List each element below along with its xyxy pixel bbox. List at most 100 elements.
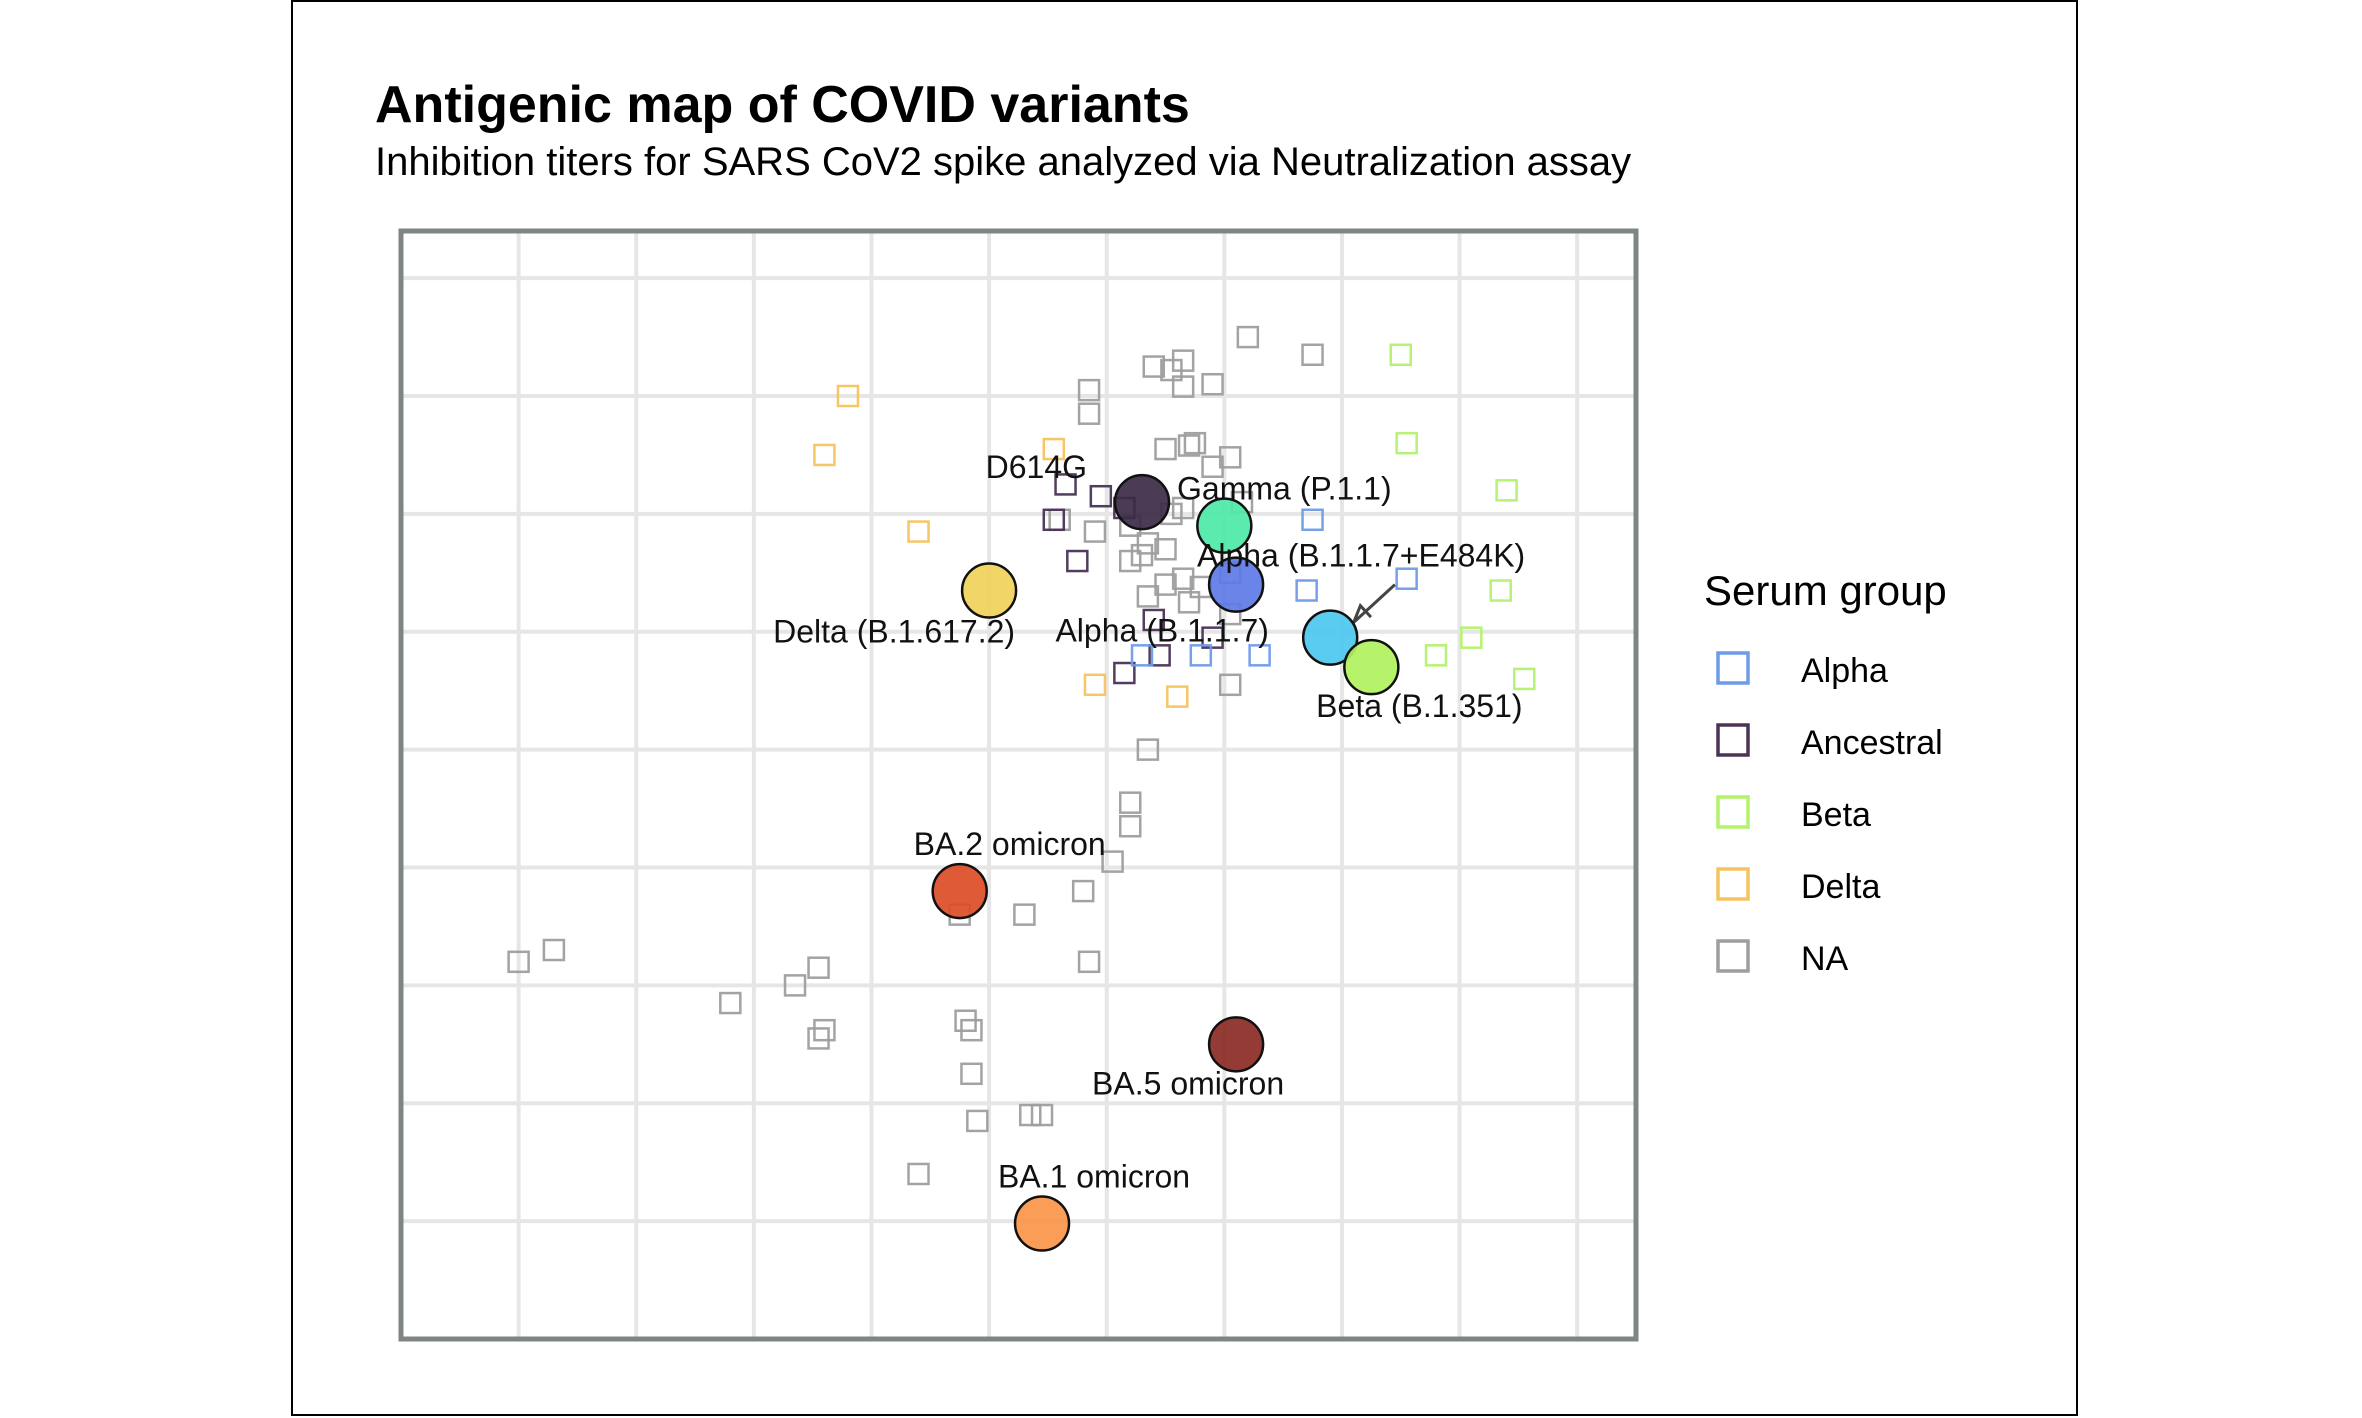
- antigen-point: [931, 862, 988, 920]
- antigen-point: [1207, 1016, 1265, 1073]
- serum-point-ancestral: [1201, 626, 1224, 649]
- serum-point-na: [1118, 791, 1142, 814]
- serum-point-na: [1201, 455, 1224, 478]
- serum-point-beta: [1495, 479, 1518, 502]
- chart-title: Antigenic map of COVID variants: [375, 76, 1190, 134]
- serum-point-alpha: [1248, 644, 1271, 667]
- serum-point-na: [1171, 496, 1195, 520]
- serum-point-alpha: [1130, 644, 1154, 667]
- serum-point-delta: [813, 443, 836, 467]
- serum-point-na: [1218, 673, 1242, 697]
- serum-point-na: [1177, 591, 1201, 614]
- serum-point-alpha: [1395, 567, 1418, 590]
- serum-point-na: [1154, 437, 1177, 461]
- legend-label: Delta: [1801, 868, 1880, 906]
- serum-point-beta: [1460, 626, 1483, 649]
- legend-key-beta: [1716, 795, 1750, 829]
- serum-point-beta: [1395, 431, 1418, 455]
- serum-point-na: [1130, 543, 1154, 567]
- serum-point-na: [1013, 903, 1036, 926]
- serum-point-delta: [1083, 673, 1107, 697]
- serum-point-na: [542, 938, 566, 962]
- serum-point-na: [1171, 567, 1195, 590]
- antigen-point: [1013, 1195, 1071, 1252]
- legend: Serum group Alpha Ancestral Beta Delta NA: [1704, 567, 1947, 978]
- serum-point-ancestral: [1113, 661, 1136, 685]
- antigen-point: [1196, 497, 1253, 554]
- antigen-point: [1207, 556, 1265, 613]
- legend-items: Alpha Ancestral Beta Delta NA: [1716, 651, 1943, 978]
- antigen-point: [960, 562, 1018, 619]
- serum-point-na: [1077, 950, 1101, 974]
- label-arrow: [1352, 583, 1396, 624]
- serum-point-delta: [1042, 437, 1066, 461]
- serum-point-na: [813, 1018, 836, 1042]
- serum-point-na: [966, 1109, 989, 1133]
- antigen-label: Alpha (B.1.1.7): [1055, 613, 1268, 649]
- legend-key-delta: [1716, 867, 1750, 901]
- serum-point-na: [1101, 850, 1124, 873]
- legend-title: Serum group: [1704, 567, 1947, 614]
- serum-point-na: [1201, 372, 1224, 396]
- serum-point-ancestral: [1054, 473, 1077, 496]
- antigen-point: [1301, 609, 1359, 666]
- serum-point-na: [1136, 738, 1160, 761]
- serum-point-ancestral: [1042, 508, 1066, 532]
- serum-point-ancestral: [1066, 549, 1089, 573]
- antigen-label: D614G: [986, 449, 1087, 485]
- legend-key-alpha: [1716, 651, 1750, 685]
- serum-point-na: [783, 974, 807, 997]
- serum-point-na: [719, 991, 742, 1015]
- legend-label: Beta: [1801, 796, 1871, 834]
- serum-point-beta: [1424, 644, 1448, 667]
- plot-panel: D614G Gamma (P.1.1) Alpha (B.1.1.7+E484K) D…: [398, 228, 1639, 1342]
- serum-point-na: [1118, 549, 1142, 573]
- serum-point-ancestral: [1148, 644, 1171, 667]
- serum-point-alpha: [1301, 508, 1324, 532]
- serum-point-na: [1077, 378, 1101, 402]
- serum-point-na: [1183, 431, 1207, 455]
- serum-point-delta: [836, 384, 860, 408]
- serum-point-delta: [907, 520, 930, 543]
- figure-frame: Antigenic map of COVID variants Inhibiti…: [291, 0, 2078, 1416]
- antigen-labels: D614G Gamma (P.1.1) Alpha (B.1.1.7+E484K) D…: [773, 449, 1525, 1194]
- chart-subtitle: Inhibition titers for SARS CoV2 spike an…: [375, 140, 1631, 184]
- panel-border: [398, 228, 1639, 1342]
- antigen-label: BA.1 omicron: [998, 1158, 1190, 1194]
- serum-point-na: [1030, 1103, 1054, 1127]
- serum-point-na: [1142, 355, 1166, 378]
- arrow-line: [1352, 583, 1396, 624]
- serum-point-na: [960, 1062, 983, 1086]
- serum-point-alpha: [1189, 644, 1213, 667]
- legend-key-na: [1716, 939, 1750, 973]
- legend-label: NA: [1801, 940, 1849, 978]
- serum-point-na: [1301, 343, 1324, 367]
- antigen-label: BA.5 omicron: [1092, 1065, 1284, 1101]
- legend-key-ancestral: [1716, 723, 1750, 757]
- serum-point-beta: [1489, 579, 1512, 602]
- serum-point-ancestral: [1142, 608, 1166, 632]
- antigen-points: [931, 473, 1400, 1252]
- serum-point-na: [1171, 375, 1195, 398]
- serum-point-delta: [1166, 685, 1189, 708]
- antigen-label: Delta (B.1.617.2): [773, 614, 1015, 650]
- serum-point-ancestral: [1089, 484, 1113, 508]
- arrow-head: [1352, 602, 1373, 623]
- serum-point-na: [807, 956, 830, 979]
- serum-point-na: [1077, 402, 1101, 425]
- antigen-label: Beta (B.1.351): [1316, 688, 1522, 724]
- antigen-point: [1113, 473, 1171, 531]
- serum-point-na: [1019, 1103, 1042, 1127]
- antigen-label: Alpha (B.1.1.7+E484K): [1197, 538, 1525, 574]
- serum-point-na: [1118, 815, 1142, 838]
- serum-point-na: [1154, 538, 1177, 561]
- serum-point-na: [1136, 532, 1160, 555]
- serum-point-na: [1160, 358, 1183, 382]
- legend-label: Ancestral: [1801, 724, 1943, 762]
- serum-point-na: [1071, 879, 1095, 903]
- serum-point-na: [1136, 585, 1160, 608]
- serum-point-na: [807, 1027, 830, 1050]
- serum-point-beta: [1389, 343, 1413, 367]
- sera-points: [507, 325, 1536, 1186]
- serum-point-na: [507, 950, 530, 974]
